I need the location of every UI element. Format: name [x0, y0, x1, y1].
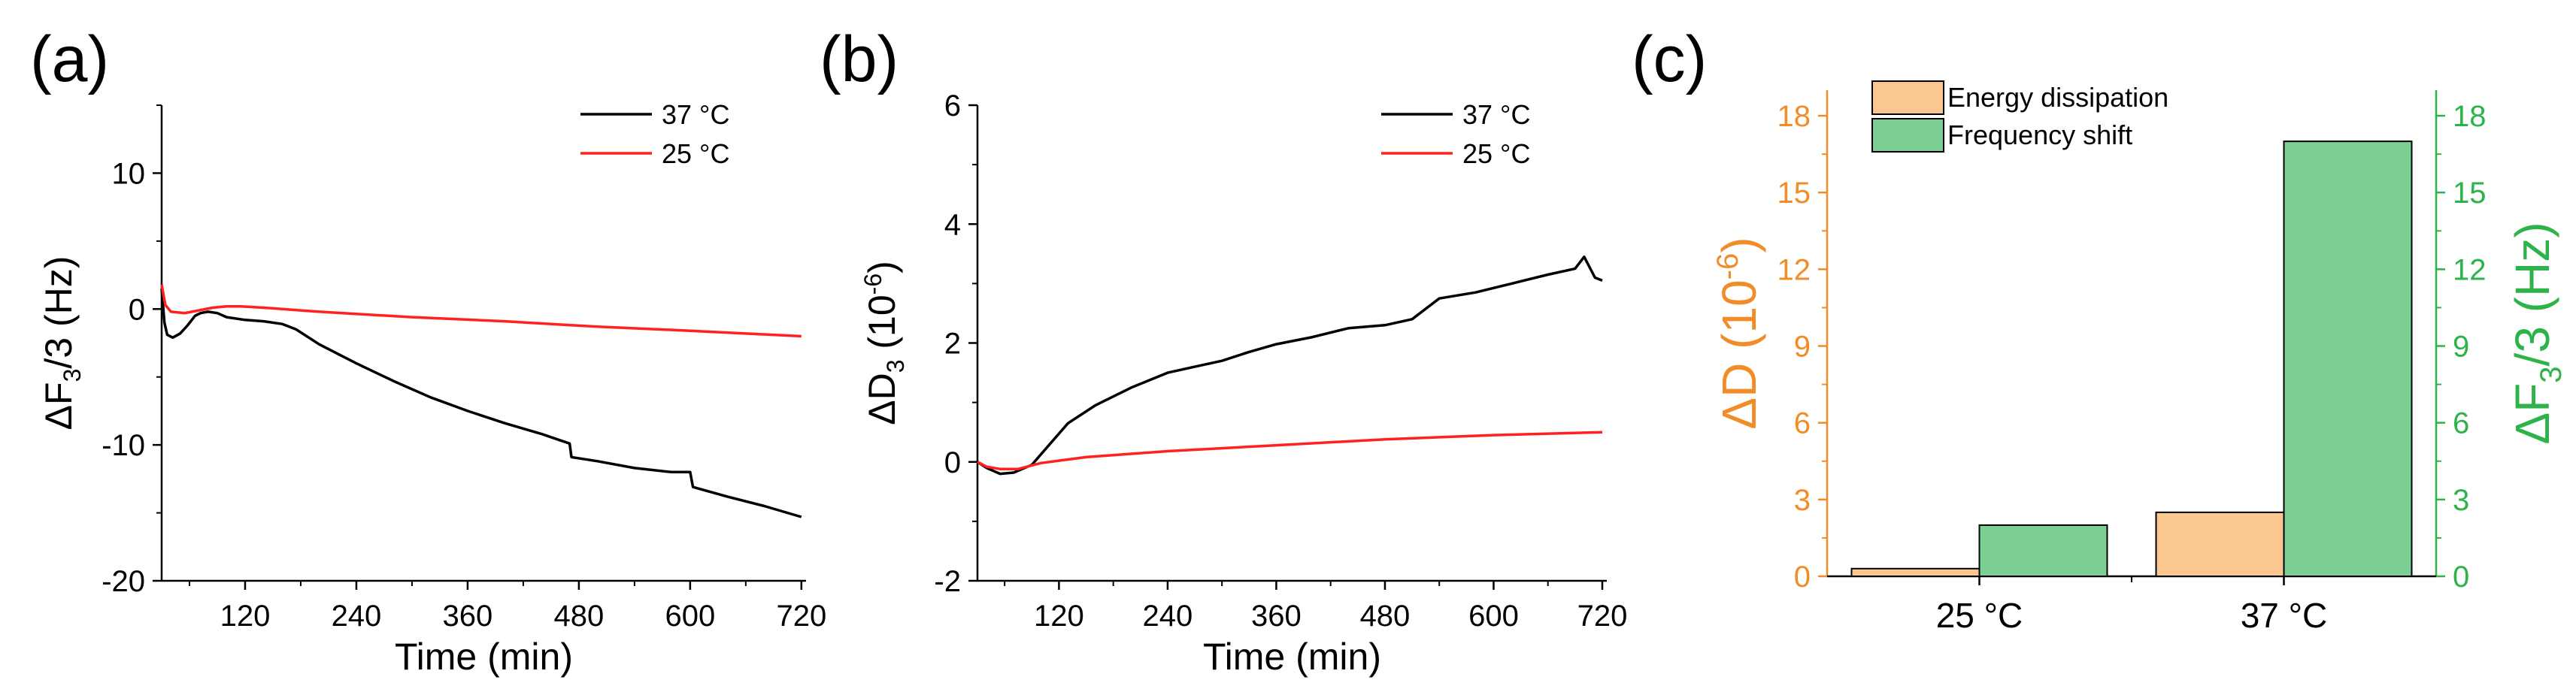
- left-y-tick-label: 18: [1777, 100, 1811, 133]
- panel-label-c: (c): [1632, 23, 1707, 95]
- legend-label-1: 25 °C: [662, 138, 729, 169]
- y-axis-label: ΔD3 (10-6): [859, 261, 909, 425]
- y-tick-label: 2: [944, 328, 961, 361]
- y-tick-label: 4: [944, 208, 961, 241]
- y-tick-label: 0: [129, 293, 145, 326]
- legend-label-0: 37 °C: [1462, 99, 1530, 130]
- legend-label-0: Energy dissipation: [1947, 82, 2168, 113]
- x-axis-label: Time (min): [395, 636, 573, 678]
- series-line-0: [977, 255, 1603, 476]
- left-y-tick-label: 6: [1794, 407, 1811, 440]
- x-tick-label: 720: [776, 600, 826, 633]
- x-tick-label: 120: [1034, 600, 1084, 633]
- panel-label-a: (a): [30, 23, 109, 95]
- legend-label-1: 25 °C: [1462, 138, 1530, 169]
- x-tick-label: 360: [443, 600, 493, 633]
- bar-energy-dissipation: [2155, 511, 2285, 577]
- left-y-tick-label: 0: [1794, 561, 1811, 594]
- left-y-tick-label: 9: [1794, 331, 1811, 364]
- right-y-tick-label: 9: [2453, 331, 2469, 364]
- series-line-1: [977, 431, 1603, 470]
- y-tick-label: 6: [944, 89, 961, 122]
- x-axis-label: Time (min): [1203, 636, 1381, 678]
- plot-panel-0: 120 240 360 480 600 720 -20 -10 0 10 Time (min) ΔF3…: [38, 99, 826, 678]
- bar-panel: 0 0 3 3 6 6 9 9 12 12 15 15 18 18 25 °C 37 °C ΔD (10-6) Δ…: [1711, 80, 2568, 635]
- x-tick-label: 720: [1577, 600, 1628, 633]
- legend-label-0: 37 °C: [662, 99, 729, 130]
- left-y-tick-label: 3: [1794, 484, 1811, 517]
- left-y-axis-label: ΔD (10-6): [1711, 237, 1766, 429]
- x-category-label: 25 °C: [1936, 596, 2023, 635]
- x-category-label: 37 °C: [2241, 596, 2328, 635]
- x-tick-label: 480: [1360, 600, 1411, 633]
- right-y-axis-label: ΔF3/3 (Hz): [2505, 222, 2568, 444]
- legend-label-1: Frequency shift: [1947, 119, 2132, 150]
- legend-swatch-1: [1871, 118, 1944, 153]
- right-y-tick-label: 18: [2453, 100, 2487, 133]
- y-tick-label: -2: [934, 565, 961, 598]
- right-y-tick-label: 0: [2453, 561, 2469, 594]
- x-tick-label: 480: [554, 600, 605, 633]
- x-tick-label: 600: [665, 600, 715, 633]
- bar-energy-dissipation: [1850, 567, 1980, 578]
- series-line-0: [160, 289, 802, 518]
- bar-frequency-shift: [2283, 141, 2413, 577]
- bar-frequency-shift: [1978, 524, 2108, 577]
- y-tick-label: -10: [102, 429, 145, 462]
- series-line-1: [160, 284, 802, 338]
- right-y-tick-label: 3: [2453, 484, 2469, 517]
- right-y-tick-label: 12: [2453, 253, 2487, 286]
- right-y-tick-label: 6: [2453, 407, 2469, 440]
- x-tick-label: 360: [1251, 600, 1302, 633]
- x-tick-label: 240: [1143, 600, 1193, 633]
- panel-label-b: (b): [820, 23, 899, 95]
- y-tick-label: -20: [102, 565, 145, 598]
- y-tick-label: 10: [112, 157, 146, 190]
- x-tick-label: 240: [332, 600, 382, 633]
- y-axis-label: ΔF3/3 (Hz): [38, 256, 86, 431]
- x-tick-label: 600: [1468, 600, 1519, 633]
- legend-swatch-0: [1871, 80, 1944, 115]
- x-tick-label: 120: [220, 600, 271, 633]
- y-tick-label: 0: [944, 446, 961, 479]
- right-y-tick-label: 15: [2453, 177, 2487, 210]
- left-y-tick-label: 15: [1777, 177, 1811, 210]
- left-y-tick-label: 12: [1777, 253, 1811, 286]
- plot-panel-1: 120 240 360 480 600 720 -2 0 2 4 6 Time (min) ΔD3 (1…: [859, 89, 1627, 678]
